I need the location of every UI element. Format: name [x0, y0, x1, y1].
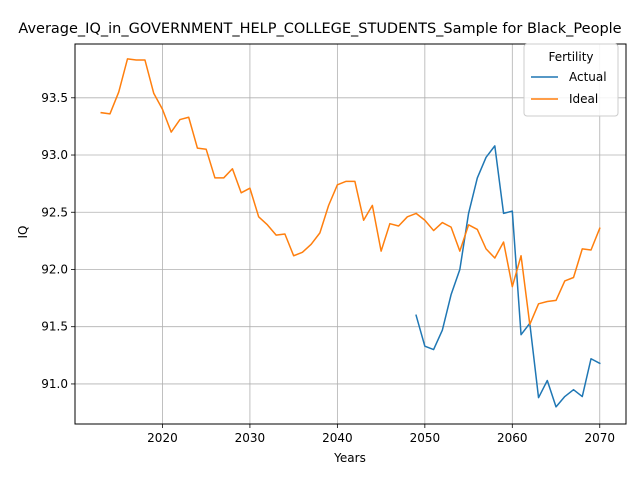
- y-tick-label: 92.0: [41, 262, 68, 276]
- x-tick-label: 2070: [584, 431, 615, 445]
- legend-box: [523, 43, 619, 117]
- legend-label-actual: Actual: [569, 70, 607, 84]
- legend-title: Fertility: [548, 50, 593, 64]
- axis-ticks: 2020 2030 2040 2050 2060 2070 91.0 91.5 92.0 92.5…: [41, 91, 615, 445]
- y-axis-label: IQ: [16, 226, 30, 239]
- x-tick-label: 2050: [410, 431, 441, 445]
- y-tick-label: 93.5: [41, 91, 68, 105]
- series-line-actual: [415, 145, 601, 408]
- plot-area-frame: [74, 43, 627, 425]
- x-tick-label: 2020: [147, 431, 178, 445]
- x-tick-label: 2030: [235, 431, 266, 445]
- series-lines: [100, 58, 601, 408]
- y-tick-label: 91.5: [41, 320, 68, 334]
- y-tick-label: 93.0: [41, 148, 68, 162]
- chart-title: Average_IQ_in_GOVERNMENT_HELP_COLLEGE_ST…: [18, 21, 621, 37]
- legend-items: Actual Ideal: [531, 70, 607, 106]
- x-tick-label: 2040: [322, 431, 353, 445]
- y-tick-label: 92.5: [41, 205, 68, 219]
- legend-label-ideal: Ideal: [569, 92, 598, 106]
- x-axis-label: Years: [333, 451, 366, 465]
- y-tick-label: 91.0: [41, 377, 68, 391]
- legend: Fertility Actual Ideal: [523, 43, 619, 117]
- x-tick-label: 2060: [497, 431, 528, 445]
- series-line-ideal: [100, 58, 601, 326]
